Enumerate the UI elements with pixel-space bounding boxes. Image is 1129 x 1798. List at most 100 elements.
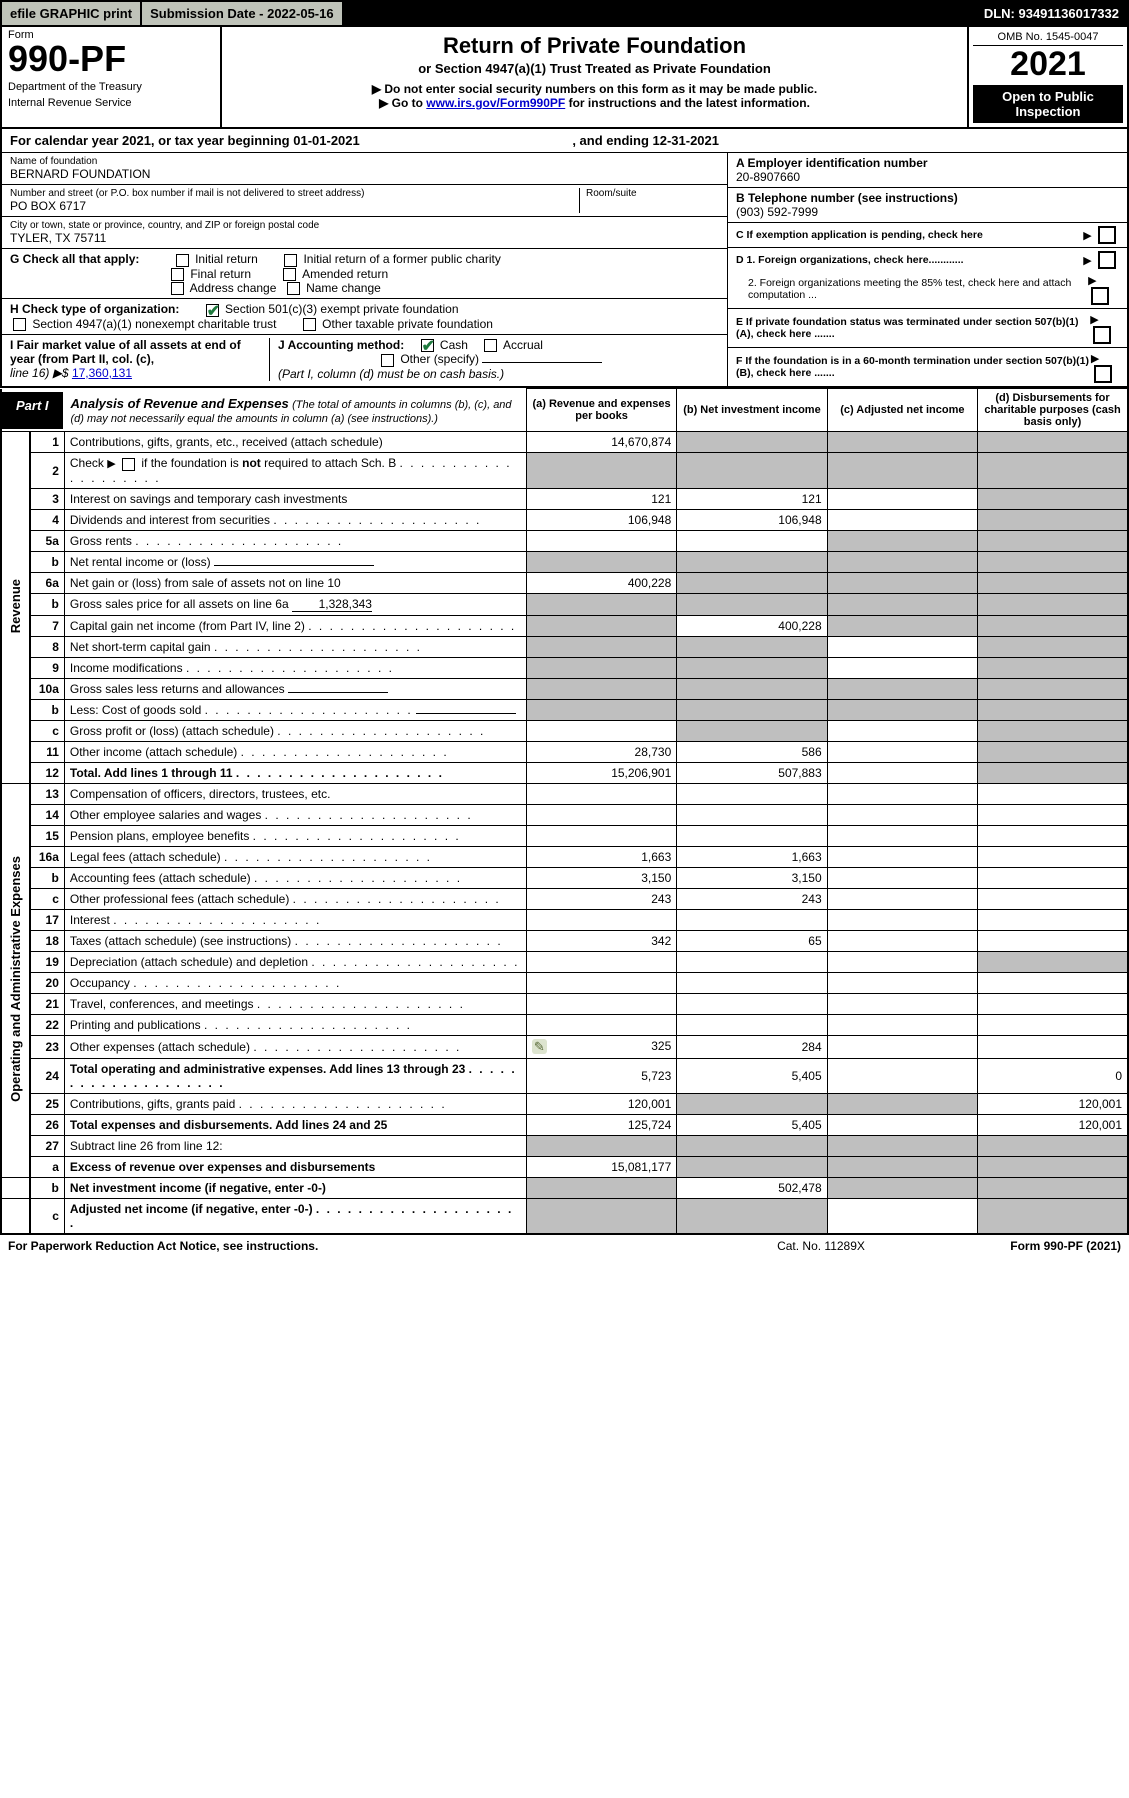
ssn-warning: ▶ Do not enter social security numbers o…: [232, 82, 957, 96]
cell-11a: 28,730: [526, 741, 676, 762]
cell-10bd: [978, 699, 1128, 720]
cell-14c: [827, 804, 977, 825]
accrual-checkbox[interactable]: [484, 339, 497, 352]
other-taxable-checkbox[interactable]: [303, 318, 316, 331]
g-label: G Check all that apply:: [10, 252, 139, 266]
row-2: 2 Check if the foundation is not require…: [1, 453, 1128, 488]
omb-number: OMB No. 1545-0047: [973, 31, 1123, 46]
row-6b: b Gross sales price for all assets on li…: [1, 593, 1128, 615]
cell-27cd: [978, 1198, 1128, 1234]
line-num: 8: [30, 636, 64, 657]
501c3-checkbox[interactable]: [206, 304, 219, 317]
d1-checkbox[interactable]: [1098, 251, 1116, 269]
address-change-checkbox[interactable]: [171, 282, 184, 295]
row-27b: b Net investment income (if negative, en…: [1, 1177, 1128, 1198]
cell-1d: [978, 432, 1128, 453]
e-checkbox[interactable]: [1093, 326, 1111, 344]
address-cell: Number and street (or P.O. box number if…: [2, 185, 727, 217]
cell-5aa: [526, 530, 676, 551]
cell-25b: [677, 1093, 827, 1114]
line-desc: Total. Add lines 1 through 11: [64, 762, 526, 783]
line-num: c: [30, 888, 64, 909]
g-check-cell: G Check all that apply: Initial return I…: [2, 249, 727, 299]
revenue-side-label: Revenue: [1, 432, 30, 783]
row-27a: a Excess of revenue over expenses and di…: [1, 1156, 1128, 1177]
line-num: 9: [30, 657, 64, 678]
line-num: 21: [30, 993, 64, 1014]
city-cell: City or town, state or province, country…: [2, 217, 727, 249]
cell-4c: [827, 509, 977, 530]
cell-10aa: [526, 678, 676, 699]
cell-11b: 586: [677, 741, 827, 762]
cat-no: Cat. No. 11289X: [721, 1239, 921, 1253]
line-desc: Other professional fees (attach schedule…: [64, 888, 526, 909]
cell-2b: [677, 453, 827, 488]
cell-17a: [526, 909, 676, 930]
cell-17b: [677, 909, 827, 930]
d2-checkbox[interactable]: [1091, 287, 1109, 305]
cash-checkbox[interactable]: [421, 339, 434, 352]
row-14: 14 Other employee salaries and wages: [1, 804, 1128, 825]
j-cash: Cash: [440, 338, 468, 352]
cell-8a: [526, 636, 676, 657]
final-return-checkbox[interactable]: [171, 268, 184, 281]
col-c-header: (c) Adjusted net income: [827, 389, 977, 432]
line-desc: Capital gain net income (from Part IV, l…: [64, 615, 526, 636]
row-27: 27 Subtract line 26 from line 12:: [1, 1135, 1128, 1156]
cell-10ab: [677, 678, 827, 699]
row-8: 8 Net short-term capital gain: [1, 636, 1128, 657]
row-27c: c Adjusted net income (if negative, ente…: [1, 1198, 1128, 1234]
initial-former-checkbox[interactable]: [284, 254, 297, 267]
name-change-checkbox[interactable]: [287, 282, 300, 295]
cell-26c: [827, 1114, 977, 1135]
line-num: 4: [30, 509, 64, 530]
line-num: b: [30, 1177, 64, 1198]
line-desc: Net rental income or (loss): [64, 551, 526, 572]
cell-10ca: [526, 720, 676, 741]
schb-checkbox[interactable]: [122, 458, 135, 471]
f-checkbox[interactable]: [1094, 365, 1112, 383]
line-desc: Travel, conferences, and meetings: [64, 993, 526, 1014]
line-desc: Gross profit or (loss) (attach schedule): [64, 720, 526, 741]
cell-27ba: [526, 1177, 676, 1198]
cell-13b: [677, 783, 827, 804]
line-desc: Less: Cost of goods sold: [64, 699, 526, 720]
cell-20d: [978, 972, 1128, 993]
header-left: Form 990-PF Department of the Treasury I…: [2, 27, 222, 127]
tax-year: 2021: [973, 46, 1123, 83]
foundation-name-cell: Name of foundation BERNARD FOUNDATION: [2, 153, 727, 185]
c-checkbox[interactable]: [1098, 226, 1116, 244]
row-16b: b Accounting fees (attach schedule) 3,15…: [1, 867, 1128, 888]
cell-5ba: [526, 551, 676, 572]
amended-return-checkbox[interactable]: [283, 268, 296, 281]
cell-15c: [827, 825, 977, 846]
line-num: 27: [30, 1135, 64, 1156]
cell-6ba: [526, 593, 676, 615]
other-method-checkbox[interactable]: [381, 354, 394, 367]
fmv-value-link[interactable]: 17,360,131: [72, 366, 132, 380]
d1-label: D 1. Foreign organizations, check here..…: [736, 254, 964, 266]
cell-8d: [978, 636, 1128, 657]
cell-10cd: [978, 720, 1128, 741]
pencil-icon[interactable]: [532, 1039, 547, 1055]
irs-label: Internal Revenue Service: [8, 97, 214, 109]
cell-14a: [526, 804, 676, 825]
cell-27ad: [978, 1156, 1128, 1177]
cell-18d: [978, 930, 1128, 951]
line-desc: Total operating and administrative expen…: [64, 1058, 526, 1093]
goto-prefix: ▶ Go to: [379, 96, 426, 110]
line-num: 25: [30, 1093, 64, 1114]
arrow-icon: [1088, 273, 1096, 287]
cell-23b: 284: [677, 1035, 827, 1058]
cell-20b: [677, 972, 827, 993]
efile-print-button[interactable]: efile GRAPHIC print: [2, 2, 142, 25]
ein-cell: A Employer identification number 20-8907…: [728, 153, 1127, 188]
line-desc: Interest: [64, 909, 526, 930]
part1-desc: Analysis of Revenue and Expenses (The to…: [63, 392, 526, 429]
initial-return-checkbox[interactable]: [176, 254, 189, 267]
4947-checkbox[interactable]: [13, 318, 26, 331]
cell-25c: [827, 1093, 977, 1114]
cell-25d: 120,001: [978, 1093, 1128, 1114]
form990pf-link[interactable]: www.irs.gov/Form990PF: [426, 96, 565, 110]
cell-12d: [978, 762, 1128, 783]
